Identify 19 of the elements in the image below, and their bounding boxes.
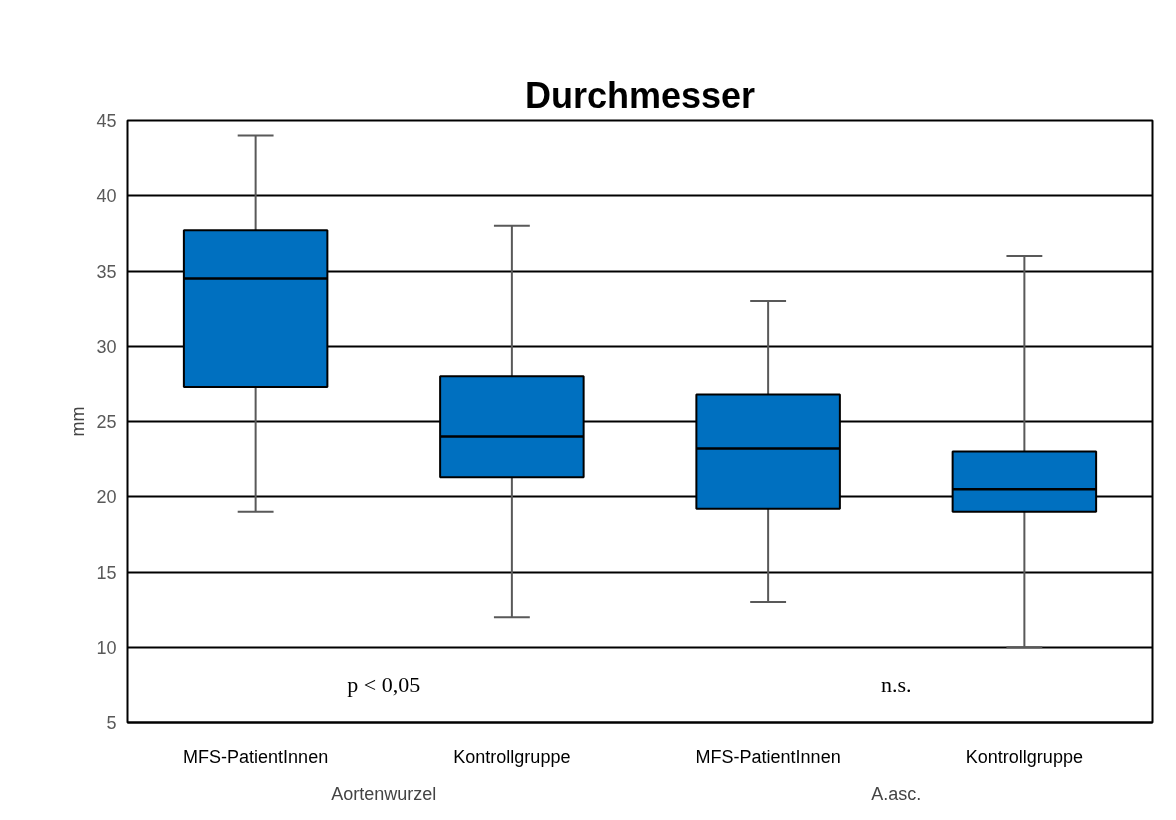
y-axis-title: mm — [68, 406, 89, 437]
text: Aortenwurzel — [331, 783, 437, 804]
annotation: p < 0,05 — [347, 672, 421, 698]
y-tick-label: 35 — [96, 261, 117, 282]
x-tick-label: Kontrollgruppe — [453, 746, 571, 767]
y-tick-label: 30 — [96, 336, 117, 357]
y-tick-label: 25 — [96, 412, 117, 432]
y-tick-label: 15 — [96, 562, 117, 583]
y-tick-label: 45 — [96, 111, 117, 131]
y-tick-label: 40 — [96, 186, 117, 207]
chart-title: Durchmesser — [524, 74, 756, 116]
x-tick-label: MFS-PatientInnen — [695, 746, 841, 767]
x-tick-label: MFS-PatientInnen — [183, 746, 329, 767]
y-tick-label: 20 — [96, 487, 117, 508]
y-tick-label: 5 — [106, 713, 117, 733]
y-tick-label: 10 — [96, 637, 117, 658]
text: A.asc. — [871, 783, 922, 804]
x-tick-label: Kontrollgruppe — [965, 746, 1083, 767]
annotation: n.s. — [880, 672, 912, 698]
